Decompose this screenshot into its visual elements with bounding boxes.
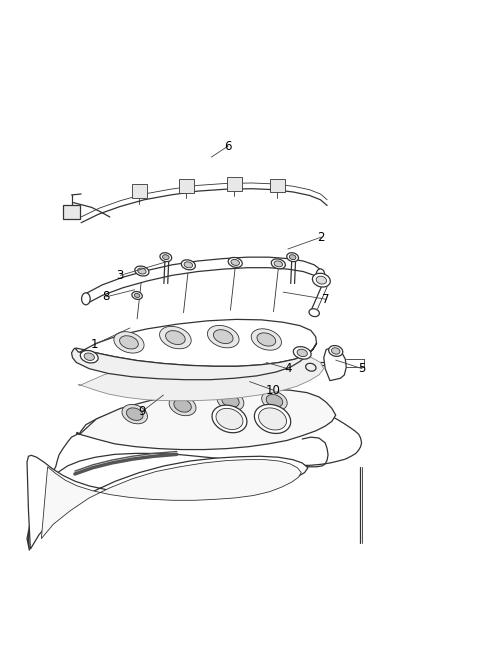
Ellipse shape (163, 255, 169, 260)
Ellipse shape (293, 346, 311, 359)
Polygon shape (227, 177, 242, 191)
Polygon shape (76, 389, 336, 449)
Ellipse shape (231, 259, 240, 266)
Text: 7: 7 (323, 293, 330, 306)
Ellipse shape (159, 327, 191, 349)
Ellipse shape (207, 325, 239, 348)
Ellipse shape (251, 329, 281, 350)
Ellipse shape (271, 259, 285, 269)
Ellipse shape (316, 276, 326, 284)
Polygon shape (132, 184, 147, 198)
Ellipse shape (312, 274, 330, 287)
Ellipse shape (174, 399, 192, 412)
Ellipse shape (329, 346, 343, 356)
Ellipse shape (166, 331, 185, 344)
Polygon shape (324, 347, 346, 380)
Ellipse shape (216, 409, 243, 430)
Ellipse shape (266, 394, 283, 407)
Polygon shape (75, 319, 317, 366)
Polygon shape (63, 205, 80, 219)
Ellipse shape (181, 260, 195, 270)
Ellipse shape (160, 253, 172, 262)
Text: 4: 4 (284, 362, 292, 375)
Ellipse shape (135, 266, 149, 276)
Ellipse shape (114, 332, 144, 353)
Ellipse shape (84, 353, 95, 360)
Polygon shape (41, 460, 301, 539)
Text: 3: 3 (117, 269, 124, 282)
Ellipse shape (122, 405, 147, 424)
Text: 6: 6 (224, 140, 232, 153)
Ellipse shape (132, 291, 142, 299)
Ellipse shape (309, 309, 319, 317)
Text: 9: 9 (138, 405, 145, 419)
Polygon shape (179, 179, 194, 193)
Ellipse shape (222, 394, 239, 407)
Ellipse shape (254, 404, 291, 434)
Ellipse shape (184, 262, 192, 268)
Text: 10: 10 (266, 384, 281, 397)
Text: 5: 5 (359, 362, 366, 375)
Ellipse shape (169, 396, 196, 416)
Text: 1: 1 (90, 338, 98, 351)
Ellipse shape (274, 261, 283, 267)
Ellipse shape (297, 349, 307, 357)
Ellipse shape (262, 391, 287, 411)
Polygon shape (86, 257, 321, 304)
Ellipse shape (212, 405, 247, 433)
Polygon shape (78, 351, 324, 401)
Ellipse shape (214, 330, 233, 344)
Ellipse shape (332, 348, 340, 354)
Polygon shape (27, 455, 308, 549)
Ellipse shape (289, 255, 296, 260)
Ellipse shape (138, 268, 146, 274)
Polygon shape (27, 395, 361, 550)
Polygon shape (270, 178, 285, 192)
Ellipse shape (287, 253, 299, 262)
Ellipse shape (316, 269, 324, 281)
Ellipse shape (259, 408, 287, 430)
Text: 8: 8 (102, 291, 109, 303)
Ellipse shape (228, 257, 242, 268)
Ellipse shape (82, 293, 90, 305)
Text: 2: 2 (318, 230, 325, 243)
Ellipse shape (120, 336, 138, 349)
Ellipse shape (80, 350, 98, 363)
Ellipse shape (257, 333, 276, 346)
Ellipse shape (126, 408, 143, 420)
Polygon shape (72, 343, 317, 380)
Ellipse shape (134, 293, 140, 297)
Ellipse shape (217, 390, 244, 411)
